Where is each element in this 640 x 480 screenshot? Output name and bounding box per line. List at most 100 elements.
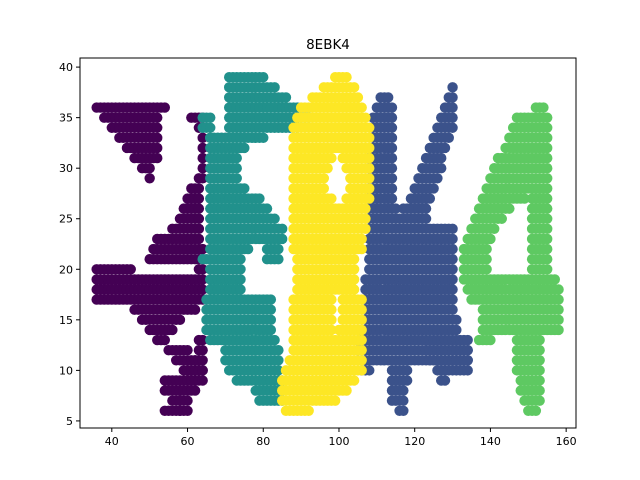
scatter-point (534, 395, 545, 406)
scatter-point (390, 203, 401, 214)
scatter-point (386, 122, 398, 133)
y-tick-label: 35 (59, 112, 73, 125)
scatter-point (197, 334, 208, 346)
scatter-point (144, 162, 155, 174)
plot-frame (79, 57, 577, 429)
scatter-point (273, 355, 284, 366)
scatter-point (542, 203, 553, 214)
scatter-point (542, 152, 553, 164)
scatter-point (447, 82, 458, 93)
scatter-point (167, 324, 178, 336)
scatter-point (462, 355, 473, 366)
scatter-point (364, 162, 375, 174)
scatter-point (348, 274, 360, 285)
series-4 (458, 102, 564, 417)
scatter-point (276, 223, 288, 235)
scatter-point (182, 405, 193, 417)
scatter-point (553, 304, 564, 315)
scatter-point (542, 233, 553, 245)
scatter-point (326, 193, 337, 204)
scatter-point (197, 365, 208, 376)
scatter-point (360, 112, 371, 123)
scatter-point (303, 405, 314, 417)
scatter-point (356, 294, 367, 305)
series-0 (91, 102, 208, 417)
scatter-point (326, 152, 337, 164)
scatter-point (326, 314, 337, 326)
scatter-point (420, 213, 432, 224)
scatter-point (356, 355, 367, 366)
scatter-point (364, 193, 375, 204)
scatter-point (534, 375, 545, 386)
scatter-point (462, 365, 473, 376)
scatter-point (401, 365, 413, 376)
scatter-point (258, 72, 269, 83)
scatter-point (549, 274, 560, 285)
series-1 (197, 72, 314, 406)
scatter-point (348, 253, 360, 265)
scatter-point (152, 132, 163, 144)
scatter-point (428, 183, 439, 194)
scatter-point (443, 132, 454, 144)
scatter-point (542, 193, 553, 204)
scatter-point (439, 375, 451, 386)
y-tick-label: 30 (59, 162, 73, 175)
scatter-point (553, 284, 564, 295)
scatter-point (386, 173, 398, 184)
scatter-point (447, 233, 458, 245)
scatter-point (386, 183, 398, 194)
scatter-point (239, 142, 250, 154)
scatter-point (197, 152, 208, 164)
scatter-point (386, 152, 398, 164)
scatter-point (318, 183, 330, 194)
scatter-point (265, 324, 277, 336)
scatter-point (530, 405, 542, 417)
scatter-point (481, 264, 492, 275)
scatter-point (269, 334, 280, 346)
chart-title: 8EBK4 (306, 37, 350, 53)
scatter-point (519, 193, 530, 204)
scatter-point (447, 122, 458, 133)
scatter-point (174, 314, 186, 326)
scatter-point (186, 385, 197, 396)
scatter-point (364, 122, 375, 133)
scatter-point (542, 183, 553, 194)
scatter-point (273, 253, 284, 265)
x-tick-label: 60 (181, 435, 195, 448)
scatter-point (462, 344, 473, 356)
scatter-point (447, 243, 458, 255)
x-tick-label: 40 (105, 435, 119, 448)
scatter-point (485, 334, 496, 346)
scatter-point (356, 243, 367, 255)
scatter-point (273, 243, 284, 255)
scatter-point (364, 365, 375, 376)
scatter-point (280, 92, 292, 103)
scatter-point (356, 365, 367, 376)
scatter-point (485, 233, 496, 245)
scatter-point (276, 233, 288, 245)
scatter-point (447, 112, 458, 123)
scatter-point (197, 375, 208, 386)
scatter-point (265, 304, 277, 315)
scatter-point (189, 304, 201, 315)
scatter-point (360, 213, 371, 224)
scatter-point (447, 304, 458, 315)
scatter-point (542, 223, 553, 235)
scatter-point (534, 355, 545, 366)
scatter-point (159, 334, 171, 346)
scatter-point (553, 324, 564, 336)
scatter-point (356, 304, 367, 315)
x-tick-label: 100 (328, 435, 349, 448)
scatter-point (364, 142, 375, 154)
scatter-point (451, 314, 462, 326)
scatter-point (348, 264, 360, 275)
scatter-point (235, 284, 246, 295)
scatter-point (273, 344, 284, 356)
scatter-point (193, 223, 205, 235)
scatter-point (197, 162, 208, 174)
scatter-point (447, 102, 458, 113)
scatter-point (542, 264, 553, 275)
scatter-point (265, 314, 277, 326)
scatter-point (197, 132, 208, 144)
scatter-point (273, 365, 284, 376)
